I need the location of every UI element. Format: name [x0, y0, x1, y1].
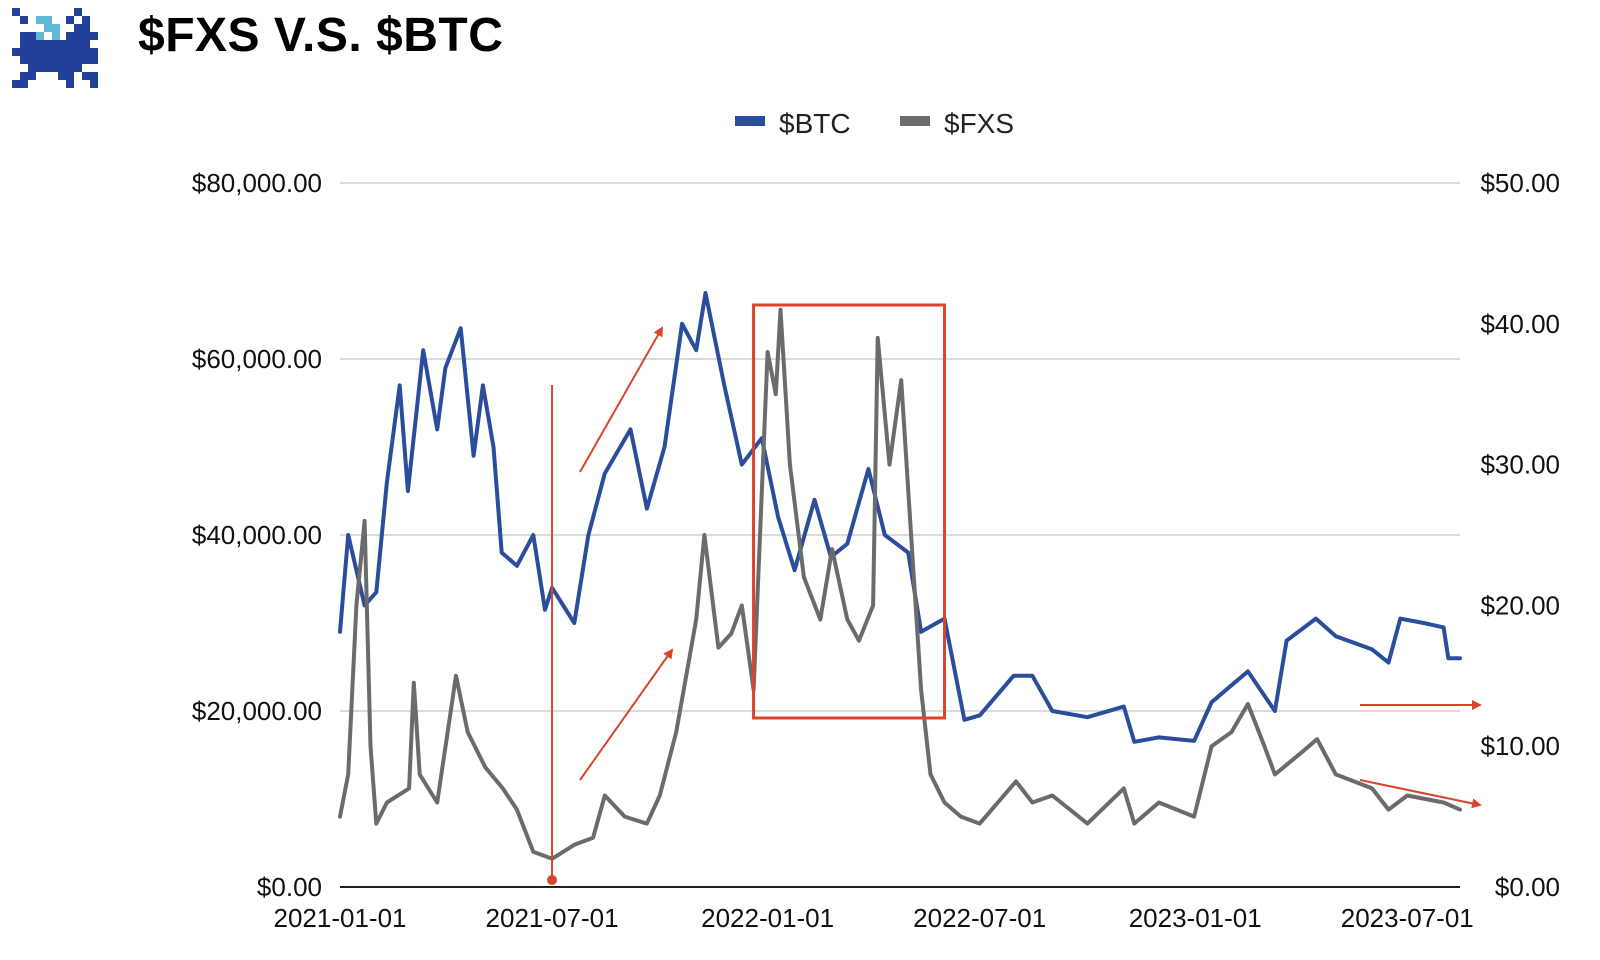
x-tick-label: 2021-07-01: [486, 903, 619, 933]
page-title: $FXS V.S. $BTC: [138, 9, 504, 62]
x-tick-label: 2022-07-01: [913, 903, 1046, 933]
frax-logo-icon: [12, 8, 98, 88]
y-right-tick-label: $10.00: [1480, 731, 1560, 761]
x-tick-label: 2023-07-01: [1341, 903, 1474, 933]
annotation-highlight-box: [752, 303, 947, 720]
legend-label: $BTC: [779, 108, 851, 139]
y-right-tick-label: $0.00: [1495, 872, 1560, 902]
axis-labels: $0.00 $20,000.00 $40,000.00 $60,000.00 $80,0…: [192, 168, 1560, 933]
annotation-marker-dot: [547, 875, 558, 885]
x-tick-label: 2022-01-01: [701, 903, 834, 933]
chart-header: $FXS V.S. $BTC: [0, 0, 1600, 100]
grid-lines: [340, 182, 1460, 888]
y-left-tick-label: $80,000.00: [192, 168, 322, 198]
y-right-tick-label: $20.00: [1480, 590, 1560, 620]
y-right-tick-label: $40.00: [1480, 309, 1560, 339]
y-right-tick-label: $30.00: [1480, 450, 1560, 480]
series-line-btc: [338, 291, 1462, 744]
series-line-fxs: [338, 307, 1462, 861]
legend-swatch-1: [900, 116, 930, 126]
annotation-arrow: [579, 326, 663, 473]
series-lines: [338, 291, 1462, 861]
chart-legend: $BTC $FXS: [735, 108, 1014, 139]
y-left-tick-label: $60,000.00: [192, 344, 322, 374]
y-left-tick-label: $40,000.00: [192, 520, 322, 550]
x-tick-label: 2021-01-01: [274, 903, 407, 933]
legend-label: $FXS: [944, 108, 1014, 139]
y-left-tick-label: $0.00: [257, 872, 322, 902]
x-tick-label: 2023-01-01: [1129, 903, 1262, 933]
y-right-tick-label: $50.00: [1480, 168, 1560, 198]
annotation-arrow: [1359, 779, 1482, 809]
legend-swatch-0: [735, 116, 765, 126]
y-left-tick-label: $20,000.00: [192, 696, 322, 726]
annotation-arrow: [579, 648, 674, 781]
annotations: [547, 303, 1482, 885]
